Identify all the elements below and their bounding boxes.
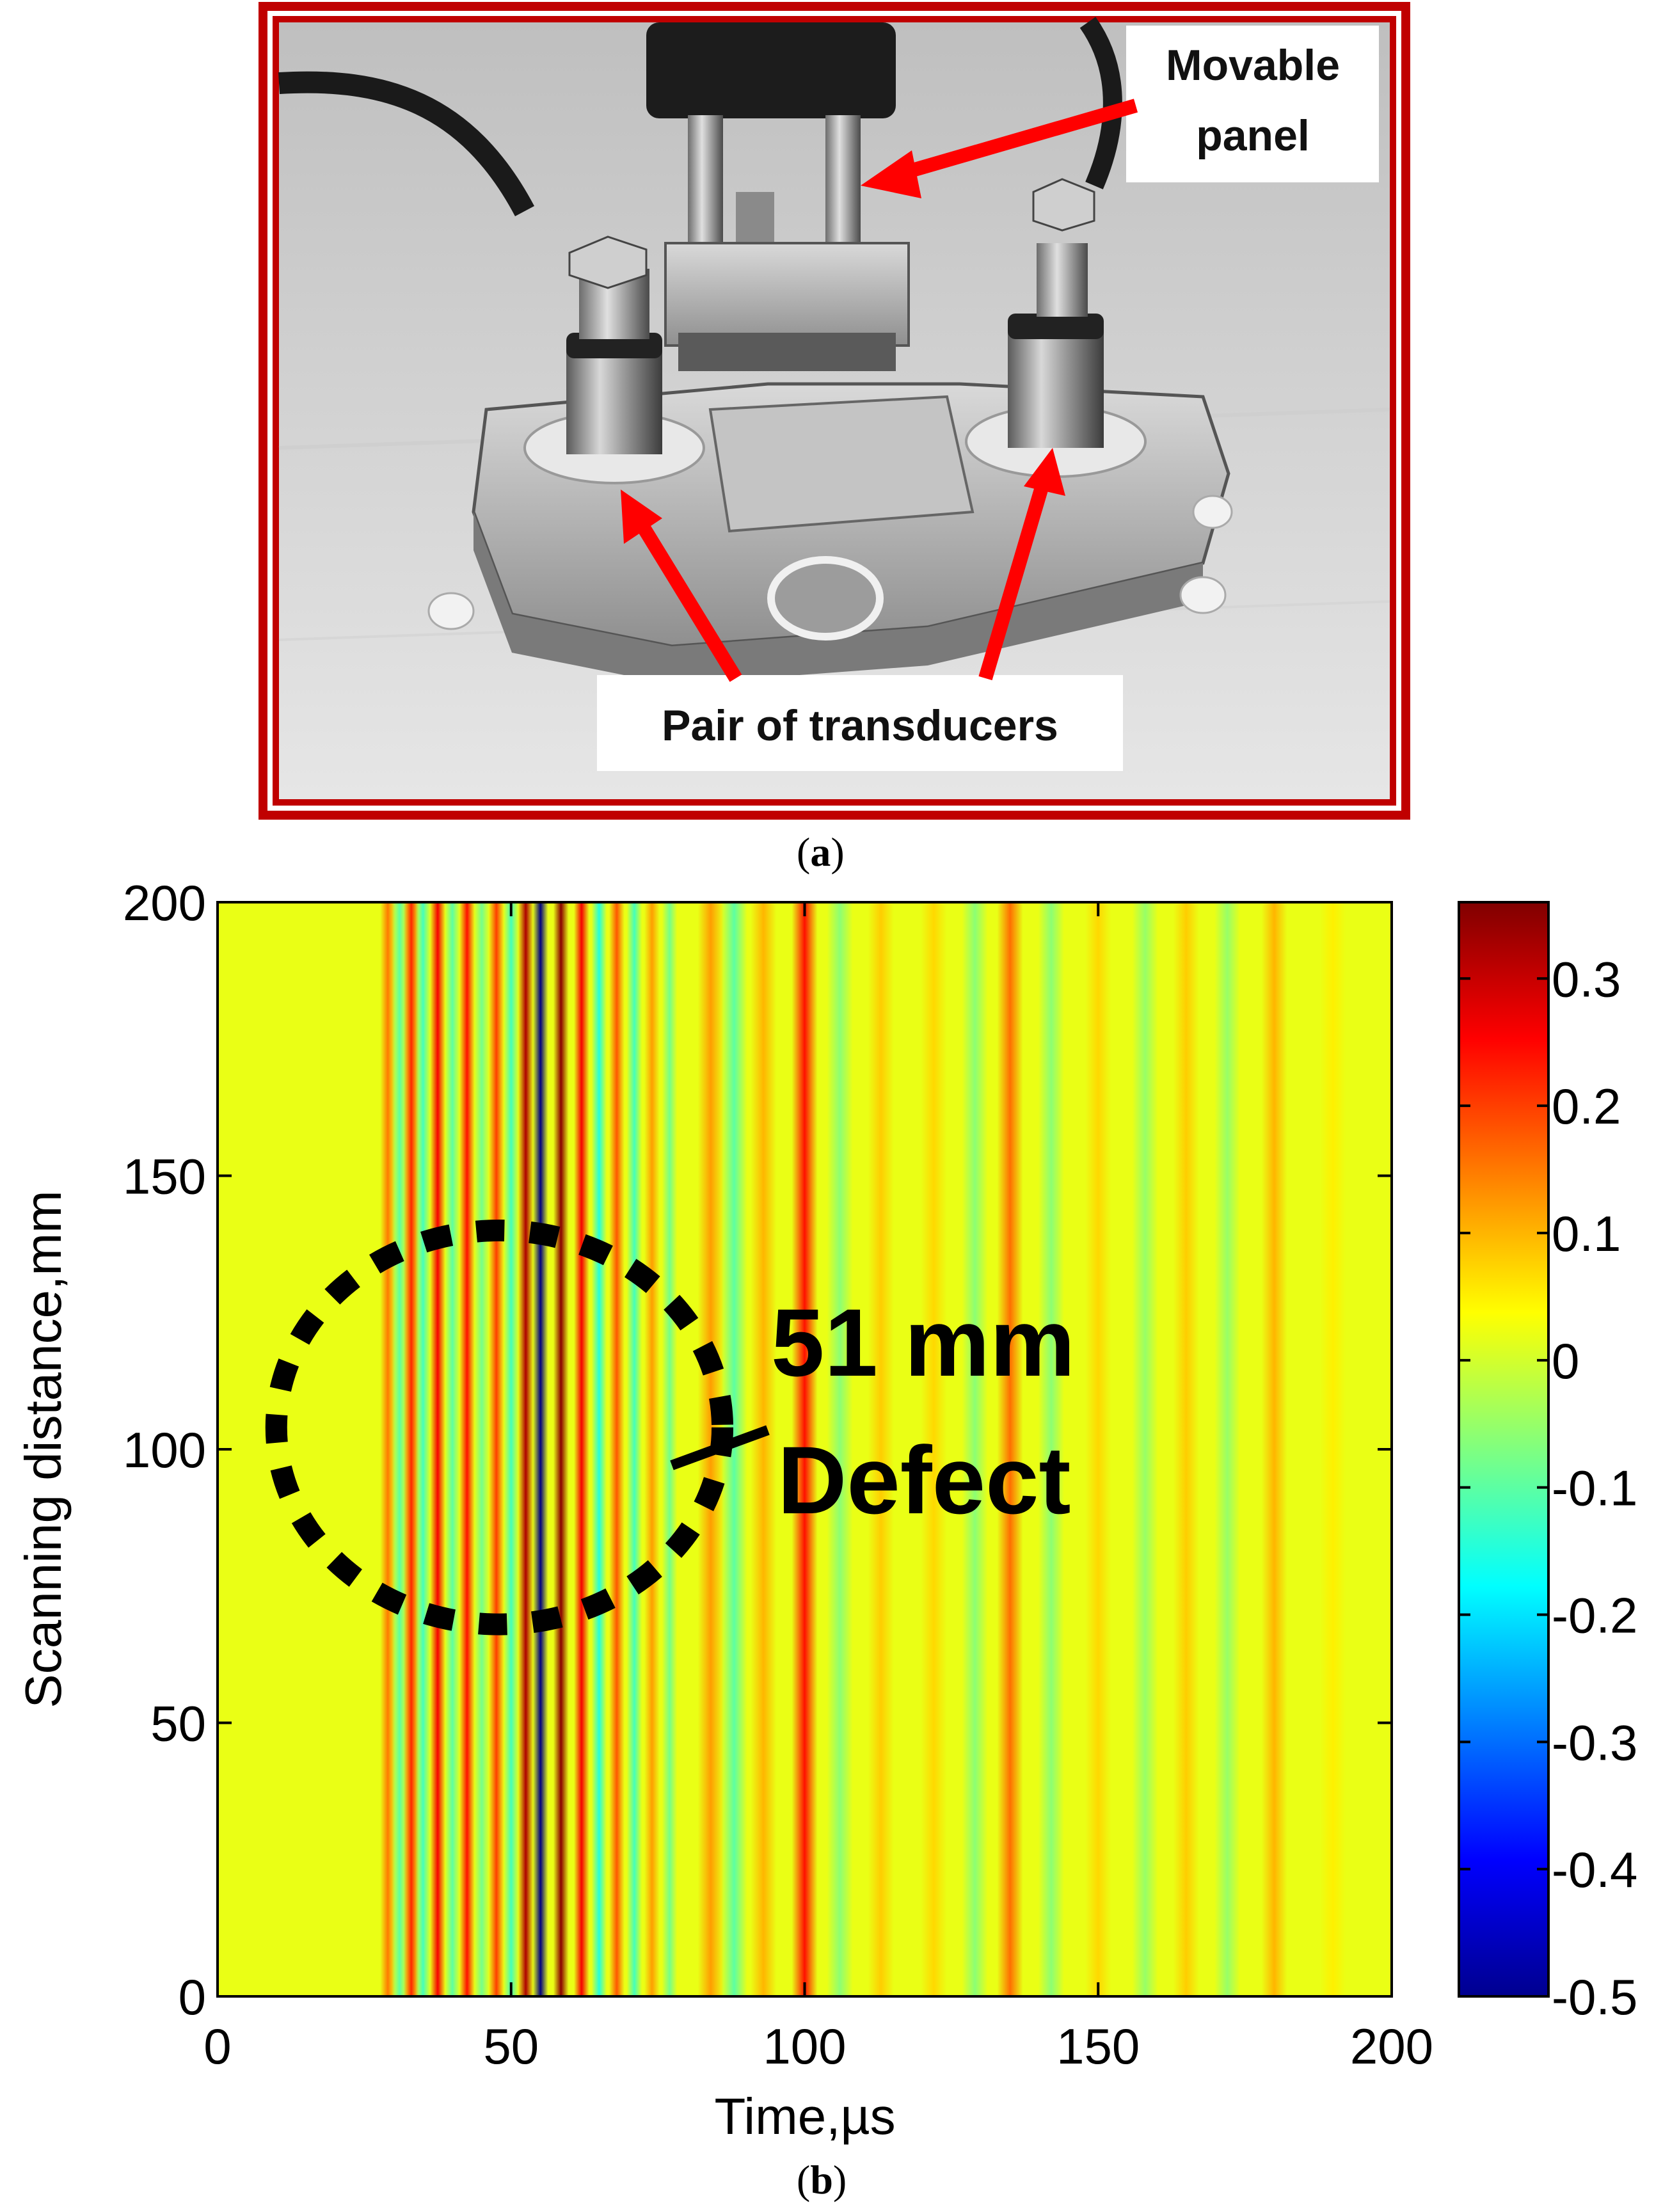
signal-band [1085,902,1111,1996]
x-tick-label: 50 [483,2018,539,2074]
signal-band [1214,902,1241,1996]
signal-band [1320,902,1346,1996]
y-tick-label: 100 [123,1422,206,1478]
signal-band [518,902,534,1996]
photo-panel: Movable panel Pair of transducers [259,2,1410,820]
defect-region-ellipse [265,1220,734,1635]
signal-band [827,902,853,1996]
colorbar [1458,901,1550,1998]
signal-band [553,902,569,1996]
defect-size-label: 51 mm [771,1289,1075,1396]
y-tick-label: 150 [123,1149,206,1205]
x-axis-label: Time,µs [714,2088,895,2145]
colorbar-ticks: 0.3 0.2 0.1 0 -0.1 -0.2 -0.3 -0.4 -0.5 [1459,951,1637,2025]
signal-band [1038,902,1065,1996]
colorbar-tick-label: -0.5 [1552,1969,1637,2025]
heatmap-plot [218,902,1392,1996]
signal-band [751,902,777,1996]
signal-band [591,902,607,1996]
defect-annotation [265,1220,770,1635]
signal-band [721,902,747,1996]
colorbar-tick-label: -0.2 [1552,1587,1637,1643]
signal-band [459,902,475,1996]
caption-b: (b) [797,2157,847,2202]
signal-band [921,902,947,1996]
y-tick-label: 0 [179,1969,206,2025]
signal-band [392,902,408,1996]
transducer-right [1008,326,1104,448]
signal-band [380,902,396,1996]
signal-band [532,902,548,1996]
transducers-label-box [597,675,1123,771]
caption-b-letter: b [810,2157,833,2202]
signal-band [662,902,678,1996]
signal-band [792,902,818,1996]
signal-band [997,902,1023,1996]
y-axis-label: Scanning distance,mm [15,1190,72,1708]
signal-band [473,902,489,1996]
colorbar-tick-label: -0.3 [1552,1714,1637,1770]
signal-band [626,902,642,1996]
signal-band [1132,902,1158,1996]
x-tick-label: 100 [763,2018,846,2074]
defect-label: Defect [777,1426,1071,1534]
signal-band [445,902,460,1996]
signal-band [403,902,419,1996]
signal-band [488,902,504,1996]
signal-band [415,902,431,1996]
signal-band [609,902,625,1996]
colorbar-tick-label: -0.1 [1552,1460,1637,1516]
movable-plate [664,242,910,347]
arrow-movable-panel [890,99,1138,183]
signal-band [1173,902,1200,1996]
handle-block [646,22,896,118]
y-tick-label: 50 [150,1696,206,1752]
signal-band [503,902,519,1996]
x-tick-label: 200 [1350,2018,1433,2074]
arrow-transducer-left [633,518,742,682]
colorbar-tick-label: 0.2 [1552,1078,1621,1134]
plot-frame [216,901,1393,1998]
movable-panel-label-line2: panel [1196,111,1310,160]
colorbar-tick-label: 0.3 [1552,951,1621,1007]
y-tick-label: 200 [123,875,206,931]
arrow-transducer-right [978,481,1050,681]
x-tick-label: 0 [203,2018,231,2074]
signal-band [697,902,724,1996]
plot-axes: 0 50 100 150 200 0 50 100 150 200 [123,875,1433,2074]
colorbar-tick-label: -0.4 [1552,1842,1637,1898]
defect-pointer-line [670,1425,770,1470]
signal-band [430,902,445,1996]
signal-band [644,902,660,1996]
transducers-label: Pair of transducers [662,701,1058,750]
signal-band [1261,902,1287,1996]
movable-panel-label-line1: Movable [1166,41,1340,90]
x-tick-label: 150 [1056,2018,1140,2074]
signal-band [962,902,988,1996]
signal-band [868,902,894,1996]
caption-a-letter: a [810,829,831,875]
heatmap-background [218,902,1392,1996]
movable-panel-label-box [1126,26,1379,182]
cable-left [278,71,535,216]
colorbar-tick-label: 0 [1552,1333,1579,1389]
caption-a: (a) [797,829,845,875]
transducer-left [566,346,662,454]
callout-arrows [621,99,1138,682]
colorbar-tick-label: 0.1 [1552,1205,1621,1262]
signal-band [573,902,589,1996]
